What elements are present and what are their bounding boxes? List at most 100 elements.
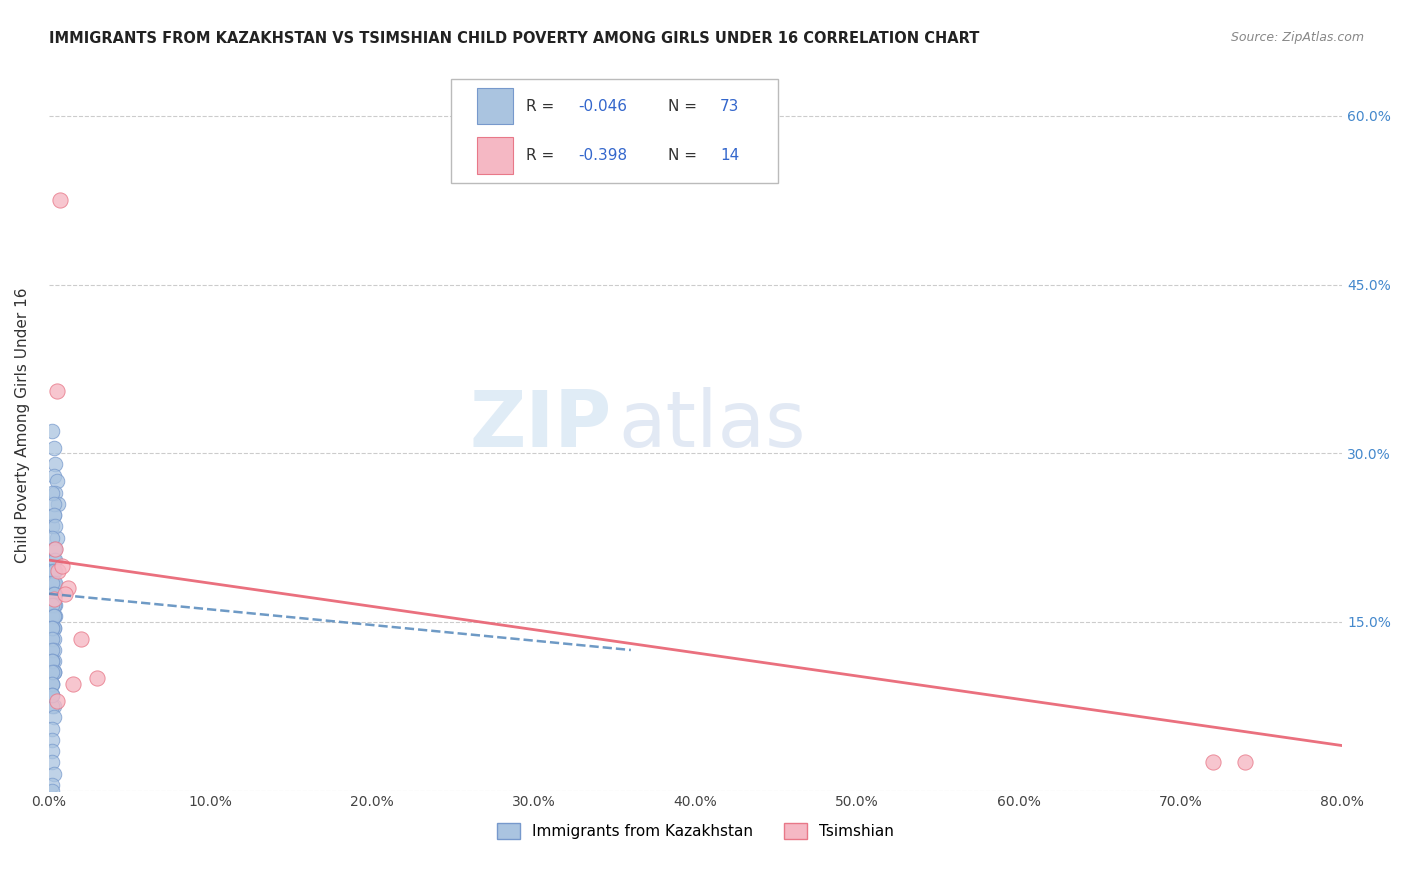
Point bbox=[41, 665, 63, 680]
Point bbox=[41, 609, 63, 624]
Legend: Immigrants from Kazakhstan, Tsimshian: Immigrants from Kazakhstan, Tsimshian bbox=[491, 817, 900, 845]
Point bbox=[41, 620, 63, 634]
Point bbox=[42, 609, 65, 624]
Point bbox=[42, 766, 65, 780]
Point bbox=[42, 654, 65, 668]
Point bbox=[41, 688, 63, 702]
Point bbox=[41, 643, 63, 657]
Text: atlas: atlas bbox=[617, 387, 806, 463]
Point bbox=[45, 384, 67, 399]
FancyBboxPatch shape bbox=[451, 78, 779, 183]
Text: Source: ZipAtlas.com: Source: ZipAtlas.com bbox=[1230, 31, 1364, 45]
Point bbox=[41, 654, 63, 668]
Point bbox=[51, 558, 73, 573]
Point bbox=[41, 632, 63, 646]
Text: 73: 73 bbox=[720, 99, 740, 113]
Point bbox=[53, 587, 76, 601]
Point bbox=[42, 592, 65, 607]
Point bbox=[41, 620, 63, 634]
Point bbox=[44, 541, 66, 556]
Point bbox=[44, 519, 66, 533]
Point bbox=[70, 632, 93, 646]
Point bbox=[41, 654, 63, 668]
Point bbox=[42, 665, 65, 680]
Point bbox=[41, 733, 63, 747]
Bar bbox=[477, 88, 513, 125]
Point bbox=[44, 587, 66, 601]
Point bbox=[41, 531, 63, 545]
Point bbox=[42, 598, 65, 612]
Point bbox=[42, 665, 65, 680]
Point bbox=[42, 710, 65, 724]
Point bbox=[41, 519, 63, 533]
Point bbox=[62, 677, 84, 691]
Point bbox=[42, 587, 65, 601]
Point bbox=[45, 531, 67, 545]
Point bbox=[42, 553, 65, 567]
Point bbox=[42, 497, 65, 511]
Point bbox=[44, 564, 66, 578]
Point bbox=[56, 581, 79, 595]
Point bbox=[42, 609, 65, 624]
Text: ZIP: ZIP bbox=[470, 387, 612, 463]
Text: IMMIGRANTS FROM KAZAKHSTAN VS TSIMSHIAN CHILD POVERTY AMONG GIRLS UNDER 16 CORRE: IMMIGRANTS FROM KAZAKHSTAN VS TSIMSHIAN … bbox=[49, 31, 980, 46]
Point bbox=[41, 677, 63, 691]
Point bbox=[42, 564, 65, 578]
Point bbox=[42, 632, 65, 646]
Point bbox=[41, 485, 63, 500]
Point bbox=[42, 665, 65, 680]
Point bbox=[41, 564, 63, 578]
Point bbox=[44, 458, 66, 472]
Point bbox=[42, 468, 65, 483]
Point bbox=[45, 693, 67, 707]
Point bbox=[41, 587, 63, 601]
Text: N =: N = bbox=[668, 148, 702, 163]
Point bbox=[41, 778, 63, 792]
Point bbox=[41, 744, 63, 758]
Point bbox=[42, 699, 65, 714]
Point bbox=[41, 677, 63, 691]
Text: R =: R = bbox=[526, 99, 560, 113]
Point bbox=[41, 632, 63, 646]
Point bbox=[42, 575, 65, 590]
Point bbox=[1202, 756, 1225, 770]
Point bbox=[45, 475, 67, 489]
Point bbox=[42, 541, 65, 556]
Point bbox=[41, 575, 63, 590]
Bar bbox=[477, 137, 513, 174]
Point bbox=[42, 620, 65, 634]
Point bbox=[41, 598, 63, 612]
Point bbox=[41, 424, 63, 438]
Point bbox=[44, 609, 66, 624]
Point bbox=[48, 497, 70, 511]
Point bbox=[41, 643, 63, 657]
Point bbox=[42, 441, 65, 455]
Point bbox=[42, 587, 65, 601]
Point bbox=[41, 654, 63, 668]
Point bbox=[41, 756, 63, 770]
Point bbox=[1234, 756, 1257, 770]
Text: R =: R = bbox=[526, 148, 560, 163]
Text: -0.046: -0.046 bbox=[578, 99, 627, 113]
Point bbox=[42, 620, 65, 634]
Point bbox=[49, 193, 72, 207]
Point bbox=[42, 643, 65, 657]
Point bbox=[86, 671, 108, 685]
Point bbox=[42, 508, 65, 522]
Point bbox=[41, 598, 63, 612]
Point bbox=[41, 688, 63, 702]
Point bbox=[41, 609, 63, 624]
Point bbox=[41, 783, 63, 797]
Point bbox=[42, 598, 65, 612]
Point bbox=[44, 575, 66, 590]
Text: N =: N = bbox=[668, 99, 702, 113]
Point bbox=[41, 688, 63, 702]
Point bbox=[41, 677, 63, 691]
Point bbox=[41, 699, 63, 714]
Point bbox=[44, 485, 66, 500]
Text: 14: 14 bbox=[720, 148, 740, 163]
Point bbox=[44, 598, 66, 612]
Point bbox=[42, 508, 65, 522]
Point bbox=[41, 722, 63, 736]
Point bbox=[48, 564, 70, 578]
